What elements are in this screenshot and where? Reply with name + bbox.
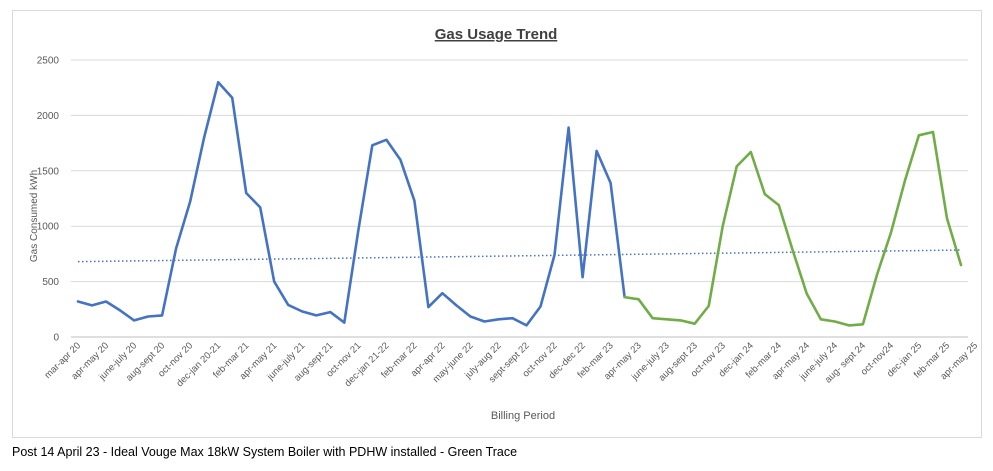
line-chart: Gas Usage Trend 0 500 1000 1500 2000 2500 mar… [29, 26, 980, 422]
chart-title: Gas Usage Trend [435, 26, 558, 43]
x-axis-title: Billing Period [491, 410, 555, 422]
y-tick-label: 500 [42, 277, 59, 288]
series-line-2 [623, 130, 963, 327]
y-axis-title: Gas Consumed kWh [29, 170, 40, 262]
y-axis-ticks: 0 500 1000 1500 2000 2500 [37, 56, 60, 344]
y-tick-label: 2000 [37, 111, 60, 122]
chart-area: Gas Usage Trend 0 500 1000 1500 2000 2500 mar… [12, 10, 982, 438]
series-line-1 [76, 80, 626, 327]
y-tick-label: 1500 [37, 166, 60, 177]
y-tick-label: 0 [53, 333, 59, 344]
gridlines [71, 59, 968, 338]
chart-caption: Post 14 April 23 - Ideal Vouge Max 18kW … [12, 445, 518, 459]
trendline [77, 249, 962, 263]
y-tick-label: 2500 [37, 56, 60, 67]
series-lines [76, 80, 963, 327]
trendline-line [77, 249, 962, 263]
y-tick-label: 1000 [37, 222, 60, 233]
